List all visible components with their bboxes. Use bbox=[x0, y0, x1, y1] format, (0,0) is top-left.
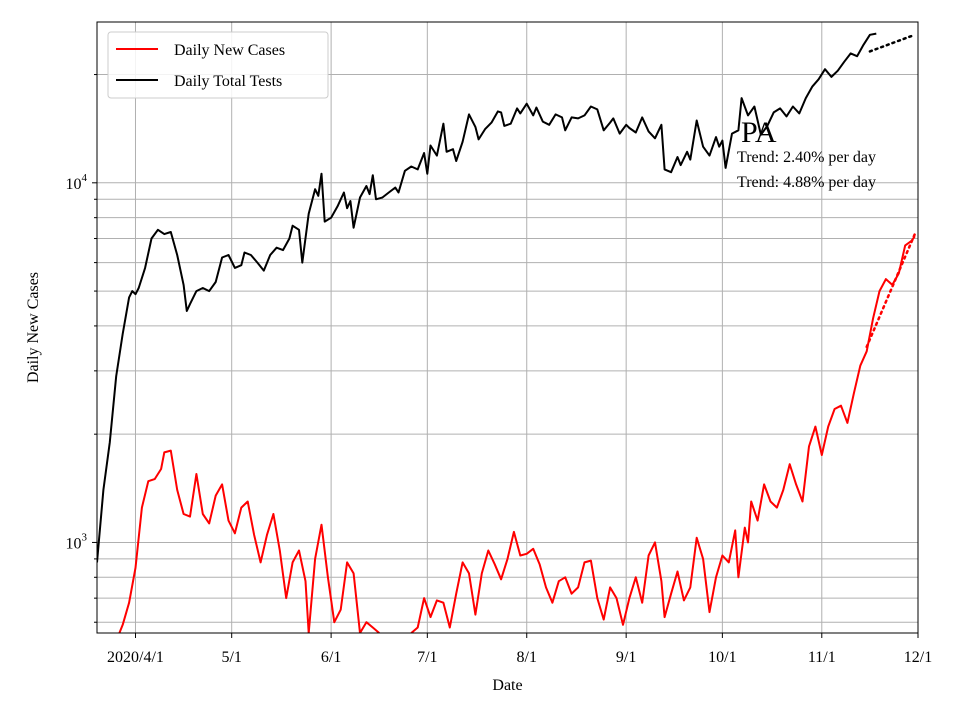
x-tick-label: 12/1 bbox=[904, 649, 932, 666]
x-tick-label: 7/1 bbox=[417, 649, 437, 666]
series-line-daily-new-cases bbox=[410, 235, 916, 633]
series-line-daily-new-cases bbox=[118, 449, 380, 633]
x-tick-label: 9/1 bbox=[616, 649, 636, 666]
y-tick-label-base: 10 bbox=[66, 176, 82, 193]
plot-area bbox=[97, 32, 917, 633]
trend-line bbox=[868, 33, 917, 53]
legend: Daily New Cases Daily Total Tests bbox=[107, 31, 329, 99]
x-tick-label: 2020/4/1 bbox=[107, 649, 164, 666]
series-line-daily-total-tests bbox=[97, 32, 877, 563]
annotation-trend-cases: Trend: 4.88% per day bbox=[737, 174, 876, 191]
legend-label-total-tests: Daily Total Tests bbox=[174, 73, 282, 90]
axes-frame bbox=[96, 21, 919, 634]
y-tick-label: 103 bbox=[66, 531, 88, 552]
x-tick-label: 11/1 bbox=[808, 649, 836, 666]
legend-box bbox=[107, 31, 329, 99]
x-tick-label: 6/1 bbox=[321, 649, 341, 666]
y-tick-label-exponent: 3 bbox=[82, 531, 88, 543]
annotation-trend-tests: Trend: 2.40% per day bbox=[737, 149, 876, 166]
trend-line bbox=[865, 232, 917, 349]
x-axis-label: Date bbox=[492, 677, 522, 694]
x-tick-label: 10/1 bbox=[708, 649, 736, 666]
axis-ticks: 2020/4/1 5/1 6/1 7/1 8/1 9/1 10/1 11/1 12/110310… bbox=[66, 74, 932, 666]
grid bbox=[97, 22, 919, 633]
x-tick-label: 8/1 bbox=[517, 649, 537, 666]
y-axis-label: Daily New Cases bbox=[25, 272, 42, 383]
annotation-title: PA bbox=[741, 116, 777, 149]
x-tick-label: 5/1 bbox=[221, 649, 241, 666]
y-tick-label: 104 bbox=[66, 172, 88, 193]
y-tick-label-base: 10 bbox=[66, 535, 82, 552]
y-tick-label-exponent: 4 bbox=[82, 172, 88, 184]
legend-label-new-cases: Daily New Cases bbox=[174, 42, 285, 59]
